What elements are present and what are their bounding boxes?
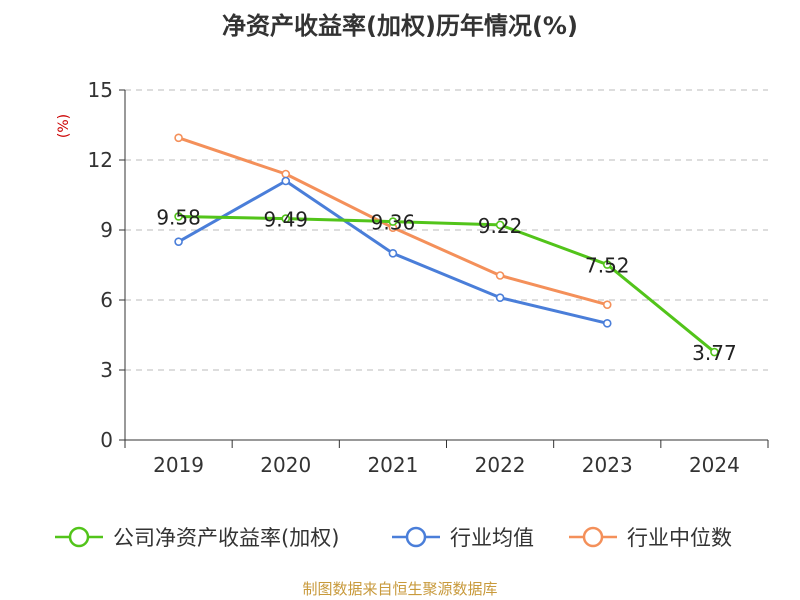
chart-title: 净资产收益率(加权)历年情况(%) xyxy=(222,12,578,40)
legend-label: 公司净资产收益率(加权) xyxy=(113,526,339,550)
y-tick-label: 9 xyxy=(100,218,113,242)
series-line-0 xyxy=(177,214,716,354)
legend-label: 行业均值 xyxy=(450,526,534,550)
y-tick-label: 6 xyxy=(100,288,113,312)
legend-marker xyxy=(405,526,427,548)
data-point xyxy=(388,249,398,258)
data-label: 9.49 xyxy=(263,208,308,232)
data-point xyxy=(495,220,505,230)
data-label: 3.77 xyxy=(692,341,737,365)
data-label: 7.52 xyxy=(585,254,630,278)
data-label: 9.58 xyxy=(156,205,201,229)
x-tick-label: 2021 xyxy=(367,453,418,477)
data-point xyxy=(710,347,719,357)
data-point xyxy=(281,176,291,186)
data-point xyxy=(281,214,291,223)
data-point xyxy=(174,212,183,221)
data-point xyxy=(174,133,183,143)
data-source-note: 制图数据来自恒生聚源数据库 xyxy=(302,580,498,598)
data-point xyxy=(281,169,291,179)
x-tick-label: 2023 xyxy=(582,453,633,477)
data-point xyxy=(602,319,612,328)
x-tick-label: 2020 xyxy=(260,453,311,477)
legend-label: 行业中位数 xyxy=(627,526,732,550)
y-tick-label: 12 xyxy=(88,148,113,172)
y-tick-label: 15 xyxy=(88,78,113,102)
data-point xyxy=(602,300,612,309)
legend-marker xyxy=(582,526,604,548)
data-point xyxy=(495,271,505,280)
legend-marker xyxy=(68,526,90,548)
y-tick-label: 0 xyxy=(100,428,113,452)
data-point xyxy=(602,260,612,269)
y-axis-label: (%) xyxy=(56,114,72,138)
data-label: 9.36 xyxy=(371,211,416,235)
data-point xyxy=(495,293,505,302)
x-tick-label: 2019 xyxy=(153,453,204,477)
data-point xyxy=(388,217,398,226)
data-point xyxy=(174,237,183,246)
data-label: 9.22 xyxy=(478,214,523,238)
y-tick-label: 3 xyxy=(100,358,113,382)
x-tick-label: 2024 xyxy=(689,453,740,477)
x-tick-label: 2022 xyxy=(475,453,526,477)
